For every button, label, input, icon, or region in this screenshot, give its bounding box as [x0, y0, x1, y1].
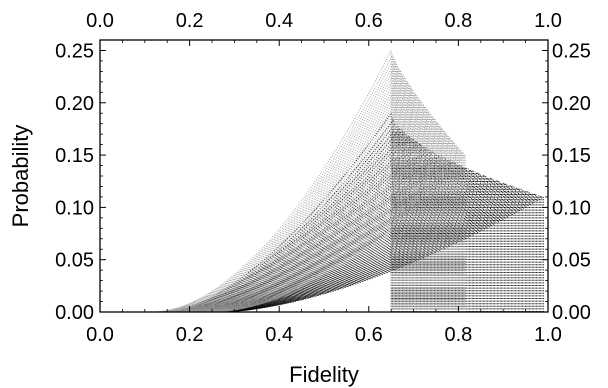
series-1-curve — [159, 65, 399, 313]
y-tick-label-right: 0.20 — [552, 93, 591, 115]
series-0-curve — [170, 128, 401, 313]
y-tick-label-left: 0.25 — [55, 40, 94, 62]
series-0-curve — [219, 192, 533, 313]
series-0-curve — [216, 190, 527, 313]
y-tick-label-right: 0.25 — [552, 40, 591, 62]
series-1-curve — [168, 83, 410, 313]
series-0-curve — [168, 122, 396, 313]
series-layer — [153, 50, 544, 313]
x-tick-label-top: 0.6 — [355, 10, 383, 32]
series-0-curve — [214, 188, 520, 313]
series-1-curve — [165, 79, 407, 313]
series-1-curve — [207, 147, 459, 313]
series-1-curve — [183, 110, 429, 313]
series-0-curve — [172, 134, 408, 313]
series-1-curve — [154, 54, 393, 313]
x-axis-title: Fidelity — [289, 362, 359, 387]
x-tick-label-bottom: 0.8 — [444, 324, 472, 346]
series-1-curve — [176, 99, 421, 313]
y-tick-label-left: 0.00 — [55, 302, 94, 324]
y-tick-label-left: 0.10 — [55, 197, 94, 219]
x-tick-label-bottom: 1.0 — [534, 324, 562, 346]
series-1-curve — [157, 60, 396, 313]
series-1-curve — [158, 63, 398, 313]
series-0-curve — [171, 130, 403, 313]
series-1-curve — [160, 68, 400, 313]
series-1-curve — [188, 119, 436, 313]
series-0-curve — [185, 155, 441, 313]
series-1-curve — [172, 91, 415, 313]
series-1-curve — [181, 106, 426, 313]
series-0-curve — [172, 132, 405, 313]
series-1-curve — [182, 108, 428, 313]
series-1-curve — [161, 70, 402, 313]
series-1-curve — [169, 85, 411, 313]
series-1-curve — [171, 89, 414, 313]
series-1-curve — [177, 101, 422, 313]
series-1-curve — [197, 132, 447, 313]
series-0-curve — [217, 191, 529, 313]
x-tick-label-top: 0.2 — [176, 10, 204, 32]
series-1-curve — [209, 150, 462, 313]
series-0-curve — [215, 189, 522, 313]
y-tick-label-left: 0.05 — [55, 250, 94, 272]
series-1-curve — [178, 103, 424, 313]
series-1-curve — [186, 115, 433, 313]
series-0-curve — [210, 185, 511, 313]
series-1 — [153, 50, 466, 313]
series-1-curve — [170, 87, 413, 313]
x-tick-label-top: 0.8 — [444, 10, 472, 32]
y-tick-label-left: 0.15 — [55, 145, 94, 167]
y-tick-label-left: 0.20 — [55, 93, 94, 115]
series-0-curve — [222, 195, 542, 313]
series-0-curve — [211, 185, 513, 313]
series-0-curve — [221, 195, 540, 313]
x-tick-label-bottom: 0.6 — [355, 324, 383, 346]
series-0-curve — [169, 125, 399, 313]
series-1-curve — [193, 125, 441, 313]
x-tick-label-top: 1.0 — [534, 10, 562, 32]
series-0-curve — [167, 119, 394, 313]
series-0-curve — [193, 165, 463, 313]
series-1-curve — [202, 139, 452, 313]
series-1-curve — [191, 122, 439, 313]
series-1-curve — [164, 77, 406, 313]
series-1-curve — [162, 72, 403, 313]
series-1-curve — [185, 113, 432, 313]
y-tick-label-right: 0.15 — [552, 145, 591, 167]
x-tick-label-top: 0.0 — [86, 10, 114, 32]
series-0-curve — [203, 177, 491, 313]
series-1-curve — [175, 97, 419, 313]
series-1-curve — [155, 57, 395, 313]
x-tick-label-top: 0.4 — [265, 10, 293, 32]
series-1-curve — [180, 104, 425, 313]
series-1-curve — [166, 81, 408, 313]
y-axis-title: Probability — [8, 125, 33, 228]
x-tick-label-bottom: 0.0 — [86, 324, 114, 346]
series-1-curve — [184, 112, 430, 313]
x-tick-label-bottom: 0.4 — [265, 324, 293, 346]
series-0-curve — [218, 192, 531, 313]
series-1-curve — [189, 120, 437, 313]
series-1-curve — [174, 95, 418, 313]
y-tick-label-right: 0.10 — [552, 197, 591, 219]
y-tick-label-right: 0.00 — [552, 302, 591, 324]
ticks-layer: 0.00.00.20.20.40.40.60.60.80.81.01.00.00… — [55, 10, 591, 346]
series-1-curve — [208, 148, 460, 313]
series-1-curve — [173, 93, 417, 313]
series-0-curve — [212, 186, 516, 313]
series-1-curve — [153, 50, 392, 313]
y-tick-label-right: 0.05 — [552, 250, 591, 272]
x-tick-label-bottom: 0.2 — [176, 324, 204, 346]
series-1-curve — [163, 75, 404, 313]
